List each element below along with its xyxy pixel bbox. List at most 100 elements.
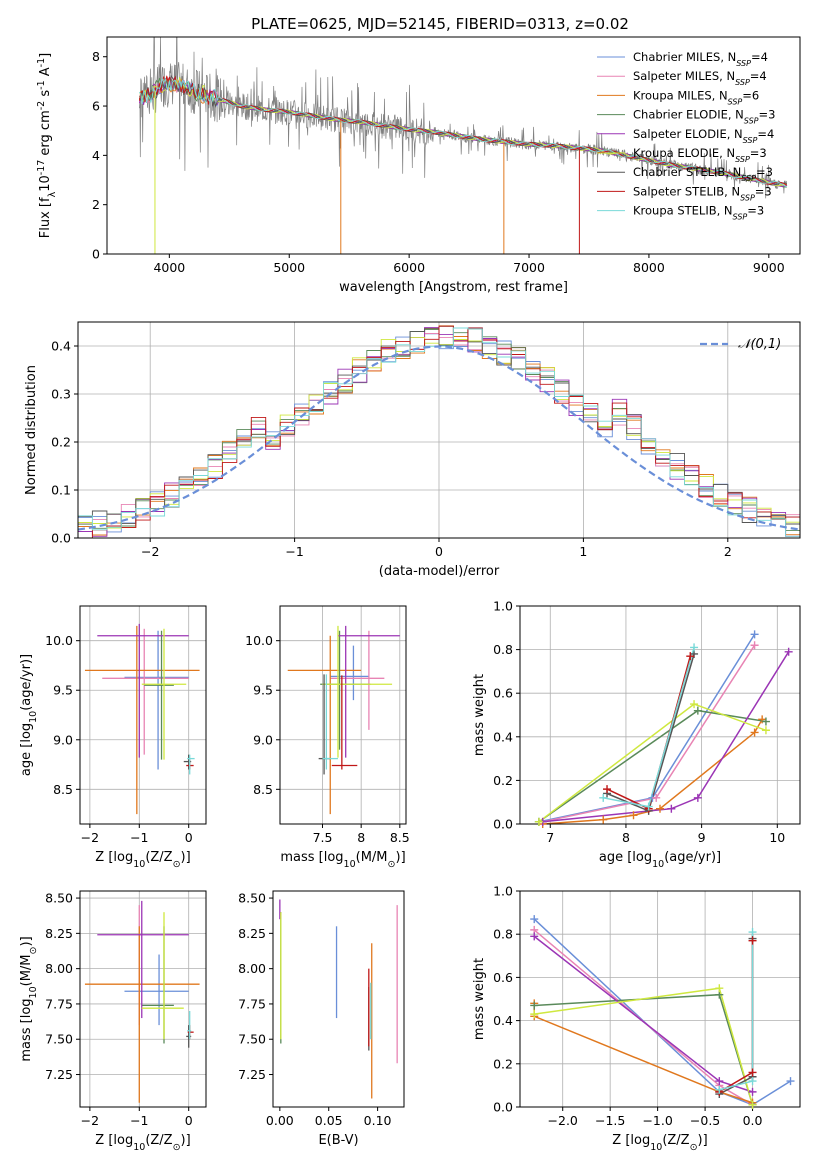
- plus-marker: [750, 728, 759, 737]
- plus-marker: [784, 647, 793, 656]
- y-tick-label: 10.0: [245, 633, 273, 648]
- plus-marker: [693, 706, 702, 715]
- chart-age_vs_z: −2 −1 0 8.5 9.0 9.5 10.0 Z [log10(Z/Z⊙)] age [lo…: [19, 605, 207, 870]
- series-line: [542, 651, 790, 823]
- axes-frame: [106, 36, 801, 255]
- errorbar-point: [97, 623, 189, 758]
- y-axis-label: age [log10(age/yr)]: [19, 654, 39, 776]
- x-tick-label: 9000: [753, 260, 785, 275]
- series-line: [533, 918, 791, 1106]
- spectrum-data-line: [139, 37, 788, 199]
- legend-label: Chabrier ELODIE, NSSP=3: [633, 108, 775, 126]
- x-tick-label: 0: [435, 544, 443, 559]
- errorbar-point: [84, 625, 200, 815]
- x-tick-label: 0.0: [743, 1113, 763, 1128]
- errorbar-point: [322, 674, 338, 770]
- y-tick-label: 7.75: [45, 996, 73, 1011]
- y-tick-label: 9.5: [53, 683, 73, 698]
- plus-marker: [690, 643, 699, 652]
- legend-label: Chabrier STELIB, NSSP=3: [633, 165, 773, 183]
- legend-label: Salpeter ELODIE, NSSP=4: [633, 127, 774, 145]
- y-tick-label: 0.0: [493, 817, 513, 832]
- legend-label: Kroupa ELODIE, NSSP=3: [633, 146, 767, 164]
- x-tick-label: 6000: [393, 260, 425, 275]
- plus-marker: [686, 652, 695, 661]
- x-axis-label: mass [log10(M/M⊙)]: [280, 850, 405, 870]
- errorbar-point: [102, 628, 189, 755]
- plus-marker: [715, 984, 724, 993]
- y-tick-label: 0.0: [51, 531, 71, 546]
- x-tick-label: 8000: [633, 260, 665, 275]
- y-tick-label: 0.4: [493, 729, 513, 744]
- plus-marker: [603, 785, 612, 794]
- plus-marker: [530, 932, 539, 941]
- plot-area: [279, 899, 398, 1099]
- y-tick-label: 0.0: [493, 1100, 513, 1115]
- plus-marker: [656, 804, 664, 813]
- y-tick-label: 4: [92, 148, 100, 163]
- series-line: [606, 653, 695, 812]
- plus-marker: [530, 915, 539, 924]
- legend-label: 𝒩(0,1): [738, 337, 781, 352]
- x-tick-label: 7.5: [313, 830, 333, 845]
- y-tick-label: 7.25: [45, 1067, 73, 1082]
- y-tick-label: 8.00: [238, 961, 266, 976]
- normal-curve: [78, 345, 800, 531]
- x-tick-label: 8: [357, 830, 365, 845]
- x-axis-label: E(B-V): [318, 1133, 358, 1148]
- plus-marker: [690, 700, 699, 709]
- plus-marker: [667, 804, 676, 813]
- x-tick-label: 9: [698, 830, 706, 845]
- x-axis-label: age [log10(age/yr)]: [599, 850, 721, 870]
- errorbar-point: [322, 625, 393, 758]
- x-tick-label: 0.10: [364, 1113, 392, 1128]
- spectrum-model-line: [138, 75, 788, 186]
- plus-marker: [748, 936, 757, 945]
- plus-marker: [786, 1077, 795, 1086]
- spectrum-model-line: [139, 76, 787, 187]
- plus-marker: [748, 1068, 757, 1077]
- axes-frame: [519, 890, 801, 1108]
- y-tick-label: 0.8: [493, 927, 513, 942]
- errorbar-point: [337, 625, 400, 758]
- legend-label: Kroupa STELIB, NSSP=3: [633, 204, 764, 222]
- chart-spectrum: 4000 5000 6000 7000 8000 9000 0 2 4 6 8 wavelength …: [36, 36, 801, 295]
- errorbar-point: [97, 900, 189, 1019]
- axes-frame: [272, 890, 405, 1108]
- series-line: [533, 1003, 753, 1104]
- x-tick-label: 2: [724, 544, 732, 559]
- plus-marker: [748, 928, 757, 937]
- x-tick-label: −2.0: [548, 1113, 578, 1128]
- x-axis-label: (data-model)/error: [379, 564, 500, 579]
- y-tick-label: 8.5: [253, 782, 273, 797]
- y-tick-label: 8.50: [238, 891, 266, 906]
- x-tick-label: −2: [141, 544, 159, 559]
- plus-marker: [748, 1100, 757, 1109]
- legend-label: Kroupa MILES, NSSP=6: [633, 88, 759, 106]
- y-tick-label: 9.0: [253, 732, 273, 747]
- x-tick-label: 8.5: [390, 830, 410, 845]
- series-line: [538, 709, 767, 823]
- y-axis-label: mass weight: [472, 674, 487, 756]
- y-tick-label: 0.2: [493, 1056, 513, 1071]
- plus-marker: [644, 802, 653, 811]
- x-axis-label: Z [log10(Z/Z⊙)]: [612, 1133, 707, 1153]
- x-tick-label: 0.00: [266, 1113, 294, 1128]
- series-line: [533, 935, 753, 1093]
- errorbar-point: [124, 630, 189, 770]
- y-tick-label: 8.5: [53, 782, 73, 797]
- x-tick-label: 4000: [153, 260, 185, 275]
- spectrum-model-line: [139, 78, 788, 188]
- y-tick-label: 8.25: [45, 926, 73, 941]
- x-tick-label: −1.5: [595, 1113, 625, 1128]
- series-line: [606, 655, 692, 810]
- legend-label: Salpeter STELIB, NSSP=3: [633, 184, 772, 202]
- y-tick-label: 9.5: [253, 683, 273, 698]
- plus-marker: [530, 1001, 539, 1010]
- plus-marker: [750, 641, 759, 650]
- y-tick-label: 8.25: [238, 926, 266, 941]
- y-tick-label: 8.00: [45, 961, 73, 976]
- x-axis-label: Z [log10(Z/Z⊙)]: [95, 1133, 190, 1153]
